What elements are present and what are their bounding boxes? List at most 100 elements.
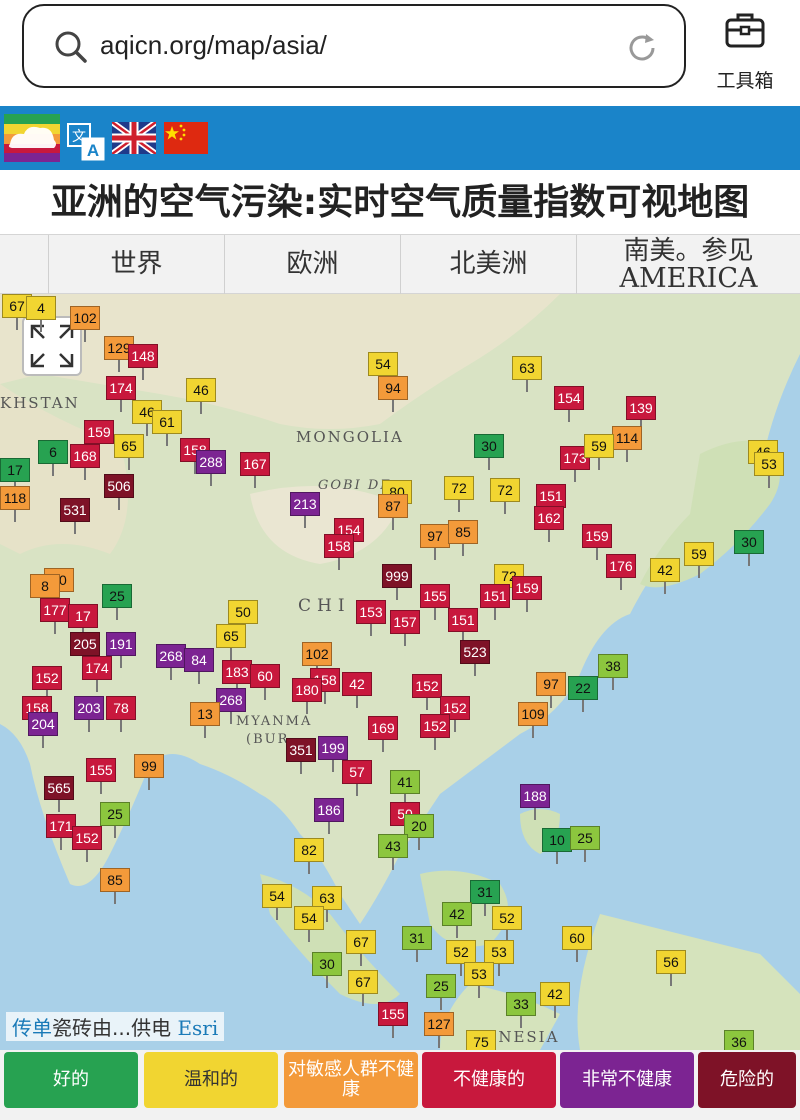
toolbox-button[interactable]: 工具箱 (700, 6, 790, 92)
aqi-station-marker[interactable]: 59 (584, 434, 614, 470)
aqi-station-marker[interactable]: 188 (520, 784, 550, 820)
aqi-station-marker[interactable]: 203 (74, 696, 104, 732)
aqi-station-marker[interactable]: 118 (0, 486, 30, 522)
aqi-station-marker[interactable]: 75 (466, 1030, 496, 1050)
aqi-station-marker[interactable]: 191 (106, 632, 136, 668)
aqi-station-marker[interactable]: 25 (100, 802, 130, 838)
aqi-station-marker[interactable]: 50 (228, 600, 258, 636)
aqi-station-marker[interactable]: 42 (442, 902, 472, 938)
aqi-station-marker[interactable]: 177 (40, 598, 70, 634)
aqi-station-marker[interactable]: 33 (506, 992, 536, 1028)
aqi-station-marker[interactable]: 42 (540, 982, 570, 1018)
aqi-station-marker[interactable]: 31 (402, 926, 432, 962)
legend-item[interactable]: 危险的 (698, 1052, 796, 1108)
aqi-station-marker[interactable]: 268 (156, 644, 186, 680)
uk-flag-icon[interactable] (112, 122, 156, 154)
aqi-station-marker[interactable]: 53 (754, 452, 784, 488)
aqi-station-marker[interactable]: 42 (650, 558, 680, 594)
aqi-station-marker[interactable]: 154 (554, 386, 584, 422)
aqi-station-marker[interactable]: 82 (294, 838, 324, 874)
aqi-station-marker[interactable]: 85 (100, 868, 130, 904)
aqi-station-marker[interactable]: 46 (186, 378, 216, 414)
aqi-station-marker[interactable]: 174 (82, 656, 112, 692)
aqi-station-marker[interactable]: 52 (446, 940, 476, 976)
aqi-station-marker[interactable]: 139 (626, 396, 656, 432)
aqi-station-marker[interactable]: 59 (684, 542, 714, 578)
aqi-station-marker[interactable]: 60 (250, 664, 280, 700)
china-flag-icon[interactable] (164, 122, 208, 154)
aqi-station-marker[interactable]: 38 (598, 654, 628, 690)
aqi-station-marker[interactable]: 159 (582, 524, 612, 560)
aqicn-logo-icon[interactable] (4, 114, 60, 162)
aqi-station-marker[interactable]: 67 (348, 970, 378, 1006)
aqi-station-marker[interactable]: 53 (464, 962, 494, 998)
aqi-station-marker[interactable]: 36 (724, 1030, 754, 1050)
aqi-station-marker[interactable]: 43 (378, 834, 408, 870)
aqi-station-marker[interactable]: 67 (346, 930, 376, 966)
aqi-station-marker[interactable]: 152 (420, 714, 450, 750)
aqi-station-marker[interactable]: 152 (32, 666, 62, 702)
aqi-station-marker[interactable]: 54 (294, 906, 324, 942)
aqi-station-marker[interactable]: 52 (492, 906, 522, 942)
aqi-station-marker[interactable]: 97 (536, 672, 566, 708)
aqi-station-marker[interactable]: 57 (342, 760, 372, 796)
aqi-station-marker[interactable]: 25 (102, 584, 132, 620)
aqi-station-marker[interactable]: 999 (382, 564, 412, 600)
aqi-station-marker[interactable]: 171 (46, 814, 76, 850)
translate-icon[interactable]: 文 A (66, 122, 106, 162)
reload-icon[interactable] (624, 30, 660, 66)
aqi-station-marker[interactable]: 42 (342, 672, 372, 708)
aqi-station-marker[interactable]: 65 (216, 624, 246, 660)
url-text[interactable]: aqicn.org/map/asia/ (100, 30, 327, 60)
esri-link[interactable]: Esri (177, 1016, 219, 1040)
aqi-station-marker[interactable]: 25 (426, 974, 456, 1010)
aqi-station-marker[interactable]: 155 (86, 758, 116, 794)
aqi-station-marker[interactable]: 10 (542, 828, 572, 864)
aqi-station-marker[interactable]: 183 (222, 660, 252, 696)
aqi-station-marker[interactable]: 87 (378, 494, 408, 530)
aqi-station-marker[interactable]: 531 (60, 498, 90, 534)
aqi-station-marker[interactable]: 60 (562, 926, 592, 962)
aqi-station-marker[interactable]: 176 (606, 554, 636, 590)
aqi-station-marker[interactable]: 25 (570, 826, 600, 862)
aqi-station-marker[interactable]: 56 (656, 950, 686, 986)
aqi-station-marker[interactable]: 85 (448, 520, 478, 556)
aqi-station-marker[interactable]: 63 (512, 356, 542, 392)
aqi-station-marker[interactable]: 53 (484, 940, 514, 976)
aqi-station-marker[interactable]: 151 (448, 608, 478, 644)
leaflet-link[interactable]: 传单 (12, 1016, 52, 1040)
aqi-station-marker[interactable]: 159 (512, 576, 542, 612)
aqi-station-marker[interactable]: 159 (84, 420, 114, 456)
aqi-station-marker[interactable]: 168 (70, 444, 100, 480)
aqi-station-marker[interactable]: 174 (106, 376, 136, 412)
aqi-station-marker[interactable]: 151 (536, 484, 566, 520)
aqi-station-marker[interactable]: 151 (480, 584, 510, 620)
aqi-station-marker[interactable]: 169 (368, 716, 398, 752)
aqi-station-marker[interactable]: 78 (106, 696, 136, 732)
aqi-station-marker[interactable]: 30 (312, 952, 342, 988)
aqi-station-marker[interactable]: 199 (318, 736, 348, 772)
aqi-station-marker[interactable]: 351 (286, 738, 316, 774)
aqi-station-marker[interactable]: 102 (302, 642, 332, 678)
legend-item[interactable]: 对敏感人群不健康 (284, 1052, 418, 1108)
aqi-station-marker[interactable]: 114 (612, 426, 642, 462)
aqi-station-marker[interactable]: 72 (444, 476, 474, 512)
legend-item[interactable]: 不健康的 (422, 1052, 556, 1108)
legend-item[interactable]: 好的 (4, 1052, 138, 1108)
aqi-station-marker[interactable]: 186 (314, 798, 344, 834)
aqi-station-marker[interactable]: 268 (216, 688, 246, 724)
address-bar[interactable]: aqicn.org/map/asia/ (22, 4, 686, 88)
aqi-station-marker[interactable]: 155 (420, 584, 450, 620)
aqi-station-marker[interactable]: 54 (368, 352, 398, 388)
aqi-map[interactable]: KHSTAN MONGOLIA GOBI DE CHI MYANMA (BUR … (0, 294, 800, 1050)
aqi-station-marker[interactable]: 41 (390, 770, 420, 806)
aqi-station-marker[interactable]: 17 (68, 604, 98, 640)
aqi-station-marker[interactable]: 127 (424, 1012, 454, 1048)
aqi-station-marker[interactable]: 152 (412, 674, 442, 710)
aqi-station-marker[interactable]: 31 (470, 880, 500, 916)
aqi-station-marker[interactable]: 173 (560, 446, 590, 482)
aqi-station-marker[interactable]: 97 (420, 524, 450, 560)
aqi-station-marker[interactable]: 30 (734, 530, 764, 566)
aqi-station-marker[interactable]: 99 (134, 754, 164, 790)
aqi-station-marker[interactable]: 288 (196, 450, 226, 486)
